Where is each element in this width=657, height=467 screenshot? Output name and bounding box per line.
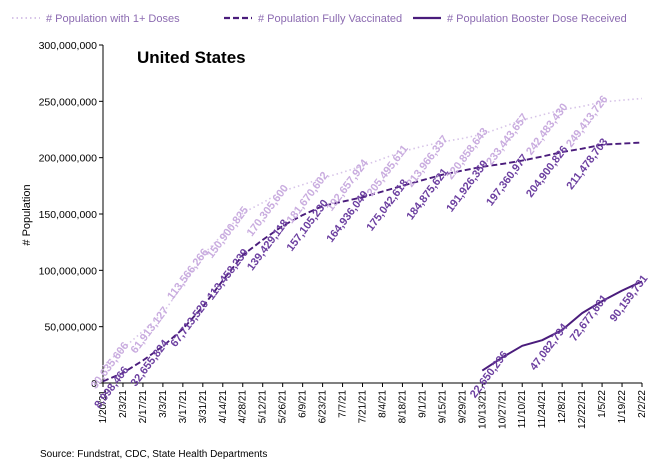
x-tick-label: 3/3/21 [158, 390, 169, 418]
series-lines [102, 97, 643, 383]
x-tick-label: 10/27/21 [497, 390, 508, 429]
data-label: 113,566,266 [165, 247, 211, 303]
x-tick-label: 1/19/22 [617, 390, 628, 424]
x-tick-label: 9/1/21 [417, 390, 428, 418]
x-tick-label: 7/7/21 [338, 390, 349, 418]
x-tick-label: 3/17/21 [178, 390, 189, 424]
y-tick-label: 300,000,000 [39, 40, 98, 52]
data-label: 72,677,601 [568, 293, 611, 344]
y-tick-label: 50,000,000 [44, 322, 97, 334]
x-tick-label: 6/9/21 [298, 390, 309, 418]
x-tick-label: 5/26/21 [278, 390, 289, 424]
legend: # Population with 1+ Doses # Population F… [12, 13, 627, 25]
x-tick-label: 1/5/22 [597, 390, 608, 418]
x-tick-label: 11/10/21 [517, 390, 528, 429]
y-tick-label: 100,000,000 [39, 265, 98, 277]
data-label: 47,082,794 [528, 321, 571, 373]
y-axis-label: # Population [21, 184, 33, 245]
x-axis: 1/20/21 2/3/21 2/17/21 3/3/21 3/17/21 3/31/21… [98, 382, 648, 429]
source-note: Source: Fundstrat, CDC, State Health Dep… [40, 449, 267, 460]
x-tick-label: 3/31/21 [198, 390, 209, 424]
x-tick-label: 11/24/21 [537, 390, 548, 429]
x-tick-label: 12/8/21 [557, 390, 568, 424]
legend-label-0: # Population with 1+ Doses [46, 13, 180, 25]
x-tick-label: 9/15/21 [437, 390, 448, 424]
chart-title: United States [137, 48, 246, 67]
x-tick-label: 8/4/21 [377, 390, 388, 418]
data-label: 90,159,731 [608, 273, 651, 324]
series-line-2 [481, 280, 643, 372]
x-tick-label: 2/17/21 [138, 390, 149, 424]
y-tick-label: 0 [91, 378, 97, 390]
y-axis: 0 50,000,000 100,000,000 150,000,000 200,000… [39, 40, 104, 390]
y-tick-label: 200,000,000 [39, 153, 98, 165]
x-tick-label: 6/23/21 [318, 390, 329, 424]
y-tick-label: 250,000,000 [39, 96, 98, 108]
x-tick-label: 8/18/21 [397, 390, 408, 424]
legend-label-2: # Population Booster Dose Received [447, 13, 627, 25]
x-tick-label: 2/3/21 [118, 390, 129, 418]
x-tick-label: 12/22/21 [577, 390, 588, 429]
data-label: 67,713,520 [168, 298, 211, 349]
x-tick-label: 4/14/21 [218, 390, 229, 424]
x-tick-label: 2/2/22 [637, 390, 648, 418]
x-tick-label: 1/20/21 [98, 390, 109, 424]
legend-label-1: # Population Fully Vaccinated [258, 13, 402, 25]
x-tick-label: 10/13/21 [477, 390, 488, 429]
x-tick-label: 4/28/21 [238, 390, 249, 424]
x-tick-label: 9/29/21 [457, 390, 468, 424]
series-line-1 [102, 141, 643, 383]
data-labels: 30,635,60661,913,127113,566,266150,900,8… [89, 94, 651, 411]
x-tick-label: 7/21/21 [358, 390, 369, 424]
x-tick-label: 5/12/21 [258, 390, 269, 424]
y-tick-label: 150,000,000 [39, 209, 98, 221]
